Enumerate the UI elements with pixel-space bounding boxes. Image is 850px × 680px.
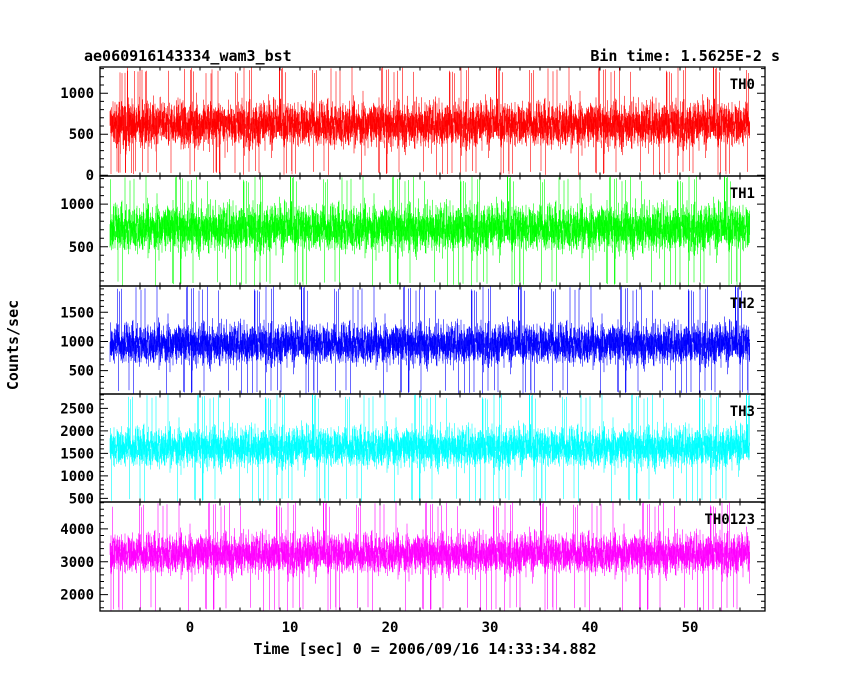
x-axis-label: Time [sec] 0 = 2006/09/16 14:33:34.882 (253, 640, 596, 658)
series-line-th3 (109, 394, 750, 502)
y-tick-label: 1500 (60, 446, 94, 462)
y-tick-label: 2000 (60, 588, 94, 604)
y-tick-label: 1000 (60, 86, 94, 102)
series-line-th0 (109, 67, 750, 176)
panel-label-th2: TH2 (730, 296, 755, 312)
x-ticks (139, 176, 741, 286)
x-ticks (139, 394, 741, 502)
y-tick-label: 2000 (60, 424, 94, 440)
y-ticks (100, 394, 765, 499)
panels-group: 0 500 1000 TH0 500 1000 TH1 500 1000 1500 TH2 500 10… (60, 66, 766, 612)
y-ticks (100, 502, 765, 609)
x-axis: 0 10 20 30 40 50 (186, 620, 699, 636)
panel-th1: 500 1000 TH1 (60, 175, 766, 287)
panel-th0: 0 500 1000 TH0 (60, 66, 766, 184)
panel-th3: 500 1000 1500 2000 2500 TH3 (60, 393, 766, 507)
panel-label-th0123: TH0123 (704, 512, 755, 528)
x-tick-label: 0 (186, 620, 194, 636)
x-tick-label: 40 (582, 620, 599, 636)
y-tick-label: 1000 (60, 197, 94, 213)
panel-th2: 500 1000 1500 TH2 (60, 285, 766, 395)
x-tick-label: 30 (482, 620, 499, 636)
x-tick-label: 50 (682, 620, 699, 636)
y-tick-label: 500 (69, 127, 94, 143)
y-ticks (100, 178, 765, 282)
series-line-th2 (109, 286, 750, 394)
x-tick-label: 10 (282, 620, 299, 636)
x-tick-label: 20 (382, 620, 399, 636)
y-axis-label: Counts/sec (4, 300, 22, 390)
bin-time-label: Bin time: 1.5625E-2 s (590, 47, 780, 65)
panel-label-th1: TH1 (730, 186, 755, 202)
x-ticks (139, 67, 741, 176)
x-ticks (139, 502, 741, 611)
series-line-th0123 (109, 502, 750, 611)
y-tick-label: 1500 (60, 305, 94, 321)
y-tick-label: 1000 (60, 334, 94, 350)
y-tick-label: 500 (69, 491, 94, 507)
panel-label-th3: TH3 (730, 404, 755, 420)
series-line-th1 (109, 176, 750, 286)
y-tick-label: 0 (86, 168, 94, 184)
panel-label-th0: TH0 (730, 77, 755, 93)
x-ticks (139, 286, 741, 394)
y-tick-label: 500 (69, 364, 94, 380)
y-tick-label: 1000 (60, 469, 94, 485)
y-tick-label: 4000 (60, 522, 94, 538)
y-ticks (100, 68, 765, 176)
y-tick-label: 500 (69, 240, 94, 256)
y-tick-label: 3000 (60, 555, 94, 571)
y-tick-label: 2500 (60, 401, 94, 417)
panel-th0123: 2000 3000 4000 TH0123 (60, 501, 766, 612)
panel-frame (99, 501, 766, 612)
plot-title: ae060916143334_wam3_bst (84, 47, 292, 65)
